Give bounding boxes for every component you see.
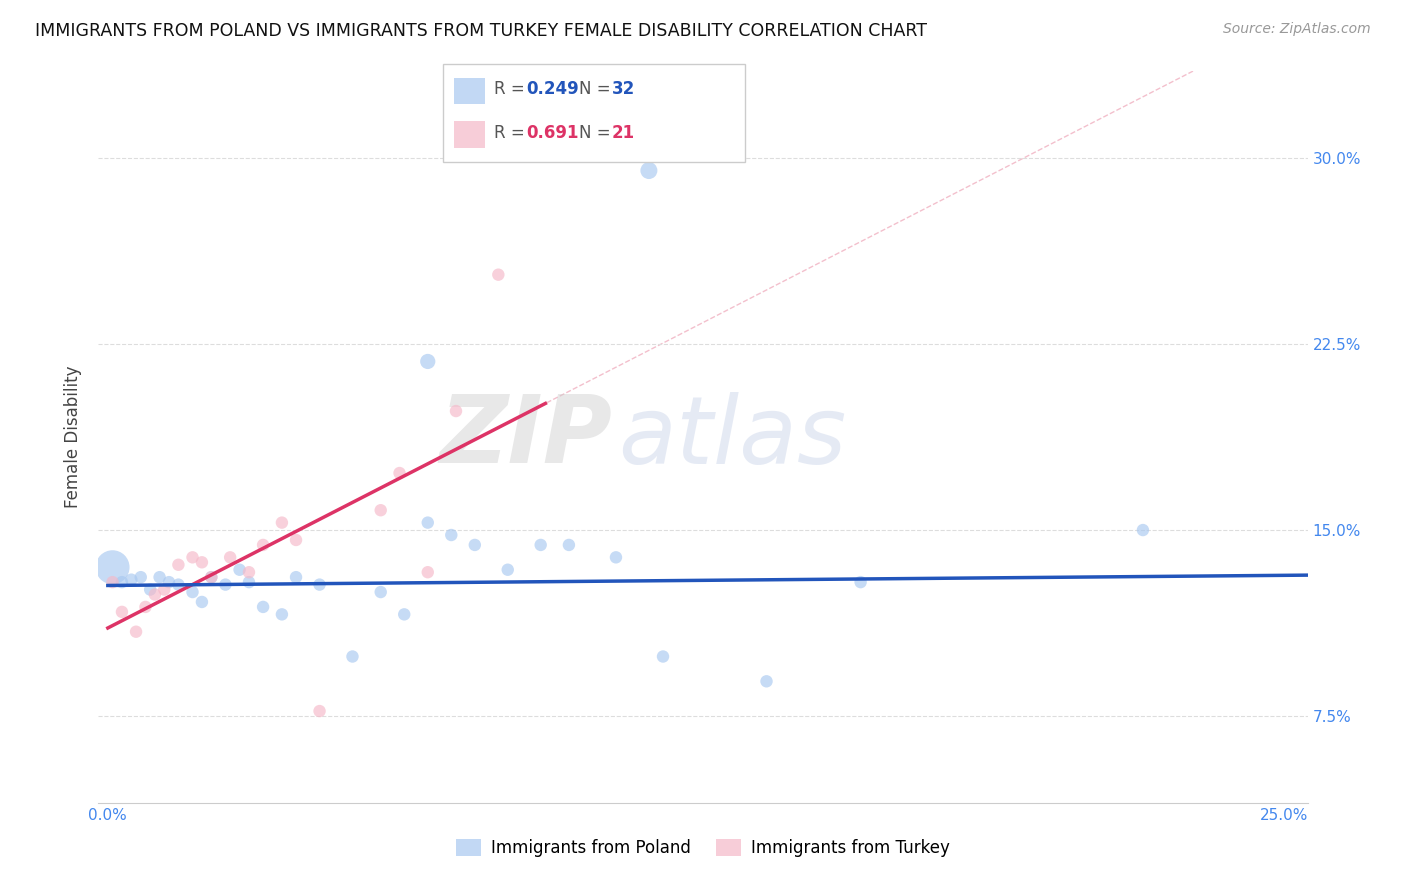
Text: R =: R = — [494, 124, 530, 142]
Text: R =: R = — [494, 80, 530, 98]
Point — [652, 649, 675, 664]
Point — [285, 570, 308, 584]
Point — [638, 163, 661, 178]
Point — [530, 538, 553, 552]
Point — [149, 570, 172, 584]
Text: Source: ZipAtlas.com: Source: ZipAtlas.com — [1223, 22, 1371, 37]
Y-axis label: Female Disability: Female Disability — [65, 366, 83, 508]
Point — [440, 528, 463, 542]
Point — [496, 563, 519, 577]
Point — [308, 577, 330, 591]
Text: 0.249: 0.249 — [526, 80, 579, 98]
Text: N =: N = — [579, 124, 616, 142]
Point — [444, 404, 467, 418]
Point — [416, 565, 439, 579]
Point — [271, 516, 294, 530]
Point — [125, 624, 148, 639]
Text: IMMIGRANTS FROM POLAND VS IMMIGRANTS FROM TURKEY FEMALE DISABILITY CORRELATION C: IMMIGRANTS FROM POLAND VS IMMIGRANTS FRO… — [35, 22, 927, 40]
Point — [111, 575, 134, 590]
Point — [228, 563, 250, 577]
Text: 0.691: 0.691 — [526, 124, 578, 142]
Point — [153, 582, 176, 597]
Point — [605, 550, 627, 565]
Point — [139, 582, 162, 597]
Text: 21: 21 — [612, 124, 634, 142]
Legend: Immigrants from Poland, Immigrants from Turkey: Immigrants from Poland, Immigrants from … — [450, 832, 956, 864]
Point — [134, 599, 156, 614]
Point — [238, 575, 260, 590]
Point — [101, 560, 124, 574]
Point — [558, 538, 581, 552]
Point — [167, 577, 190, 591]
Point — [464, 538, 486, 552]
Point — [167, 558, 190, 572]
Point — [271, 607, 294, 622]
Point — [111, 605, 134, 619]
Point — [129, 570, 152, 584]
Point — [181, 585, 204, 599]
Point — [219, 550, 242, 565]
Point — [101, 575, 124, 590]
Point — [191, 555, 214, 569]
Text: atlas: atlas — [619, 392, 846, 483]
Point — [1132, 523, 1154, 537]
Point — [252, 538, 274, 552]
Text: N =: N = — [579, 80, 616, 98]
Point — [252, 599, 274, 614]
Point — [191, 595, 214, 609]
Point — [214, 577, 236, 591]
Point — [181, 550, 204, 565]
Point — [157, 575, 180, 590]
Point — [200, 570, 222, 584]
Point — [486, 268, 509, 282]
Point — [388, 466, 411, 480]
Point — [143, 588, 166, 602]
Point — [849, 575, 872, 590]
Point — [285, 533, 308, 547]
Point — [416, 354, 439, 368]
Point — [200, 570, 222, 584]
Point — [755, 674, 778, 689]
Point — [238, 565, 260, 579]
Point — [120, 573, 142, 587]
Point — [370, 585, 392, 599]
Point — [394, 607, 416, 622]
Point — [308, 704, 330, 718]
Text: ZIP: ZIP — [440, 391, 613, 483]
Point — [370, 503, 392, 517]
Point — [342, 649, 364, 664]
Text: 32: 32 — [612, 80, 636, 98]
Point — [416, 516, 439, 530]
